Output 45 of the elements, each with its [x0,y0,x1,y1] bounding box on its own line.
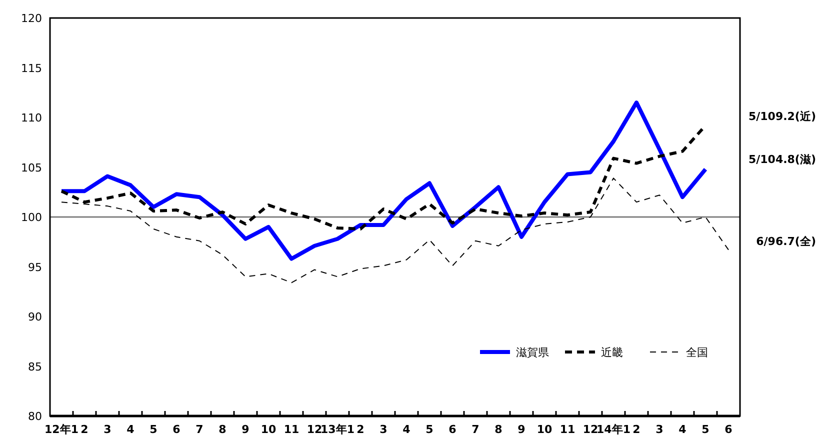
y-tick-label: 100 [21,211,42,224]
y-tick-label: 95 [28,260,42,274]
x-tick-label: 4 [678,423,687,436]
y-tick-label: 80 [28,410,42,423]
legend-label: 滋賀県 [516,346,549,359]
text: 6/96.7(全) [756,235,816,248]
x-tick-label: 7 [472,423,480,436]
text: 5/104.8(滋) [748,153,816,166]
x-tick-label: 5 [150,423,158,436]
x-tick-label: 2 [356,423,364,436]
text: 5/109.2(近) [748,110,816,123]
x-tick-label: 4 [402,423,411,436]
y-tick-label: 120 [21,12,42,25]
x-tick-label: 3 [380,423,388,436]
x-tick-label: 5 [702,423,710,436]
x-tick-label: 3 [104,423,112,436]
x-tick-label: 11 [284,423,300,436]
x-tick-label: 10 [536,423,552,436]
y-tick-label: 90 [28,310,42,324]
y-tick-label: 115 [21,62,42,75]
x-tick-label: 11 [560,423,576,436]
x-tick-label: 13年1 [320,423,354,436]
legend-label: 近畿 [601,346,623,359]
x-tick-label: 6 [448,423,457,436]
x-tick-label: 8 [494,423,502,436]
x-tick-label: 3 [656,423,664,436]
x-tick-label: 9 [242,423,250,436]
x-tick-label: 2 [632,423,640,436]
x-tick-label: 12 [582,423,598,436]
legend-label: 全国 [686,346,708,359]
x-tick-label: 10 [260,423,276,436]
x-tick-label: 6 [172,423,181,436]
x-tick-label: 12年1 [44,423,78,436]
x-tick-label: 14年1 [596,423,630,436]
x-tick-label: 6 [724,423,733,436]
x-tick-label: 2 [80,423,88,436]
y-tick-label: 110 [21,112,42,124]
x-tick-label: 7 [196,423,204,436]
x-tick-label: 9 [518,423,526,436]
y-tick-label: 105 [21,161,42,174]
x-tick-label: 5 [426,423,434,436]
x-tick-label: 8 [218,423,226,436]
x-tick-label: 4 [126,423,135,436]
y-tick-label: 85 [28,360,42,374]
x-tick-label: 12 [306,423,322,436]
